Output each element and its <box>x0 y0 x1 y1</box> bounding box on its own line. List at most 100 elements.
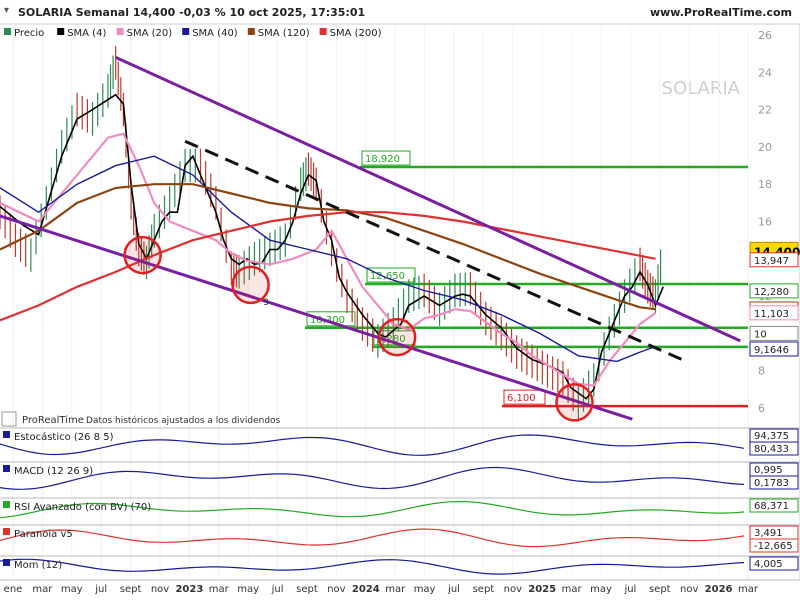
panel-title[interactable]: MACD (12 26 9) <box>14 466 93 477</box>
y-tick-label: 6 <box>758 402 765 415</box>
data-note: Datos históricos ajustados a los dividen… <box>86 415 281 426</box>
price-label-box <box>749 283 799 299</box>
level-label-box <box>366 267 416 283</box>
legend-swatch <box>116 28 124 35</box>
panel-value: 94,375 <box>754 431 789 442</box>
level-label-box <box>361 150 411 166</box>
level-label: 9,280 <box>377 334 406 345</box>
highlight-circle <box>377 317 417 357</box>
price-label: 12,280 <box>754 287 789 298</box>
price-label: 10 <box>754 329 767 340</box>
panel-value-box <box>749 441 799 456</box>
highlight-circle <box>123 235 162 275</box>
panel-value-box <box>749 556 799 571</box>
panel-value: 3,491 <box>754 528 783 539</box>
price-label: 9,1646 <box>754 345 789 356</box>
series-line <box>0 211 656 322</box>
x-tick-label: sept <box>120 584 142 595</box>
x-tick-label: sept <box>296 584 318 595</box>
panel-value: 0,995 <box>754 465 783 476</box>
x-tick-label: nov <box>504 584 522 595</box>
panel-value-box <box>749 475 799 490</box>
level-label-box <box>306 311 356 327</box>
panel-swatch <box>3 559 10 566</box>
y-tick-label: 8 <box>758 365 765 378</box>
level-label: 6,100 <box>507 393 536 404</box>
series-line <box>0 93 664 400</box>
panel-title[interactable]: RSI Avanzado (con BV) (70) <box>14 502 151 513</box>
panel-swatch <box>3 465 10 472</box>
highlight-circle <box>555 383 594 422</box>
legend-item-label[interactable]: SMA (4) <box>67 28 106 39</box>
panel-swatch <box>3 501 10 508</box>
x-tick-label: nov <box>680 584 698 595</box>
x-tick-label: mar <box>209 584 230 595</box>
y-tick-label: 26 <box>758 29 772 42</box>
menu-icon[interactable]: ▾ <box>4 5 10 16</box>
panel-title[interactable]: Paranoia v5 <box>14 529 73 540</box>
brand-label: ProRealTime <box>22 415 84 426</box>
panel-value-box <box>749 498 799 513</box>
x-tick-label: mar <box>738 584 759 595</box>
legend-item-label[interactable]: SMA (200) <box>330 28 382 39</box>
panel-curve <box>0 434 745 456</box>
price-label: 11,103 <box>754 309 789 320</box>
series-line <box>0 155 656 363</box>
panel-value: -12,665 <box>754 541 793 552</box>
series-line <box>0 183 656 311</box>
y-tick-label: 20 <box>758 141 772 154</box>
legend-swatch <box>4 28 11 35</box>
panel-title[interactable]: Mom (12) <box>14 560 62 571</box>
y-tick-label: 16 <box>758 216 772 229</box>
price-label-box <box>749 325 799 341</box>
x-tick-label: jul <box>447 584 460 595</box>
panel-swatch <box>3 528 10 535</box>
x-tick-label: jul <box>623 584 636 595</box>
price-label-box <box>749 305 799 321</box>
legend-item-label[interactable]: SMA (20) <box>127 28 173 39</box>
panel-curve <box>0 558 745 575</box>
price-label-box <box>749 341 799 357</box>
trendline <box>0 214 633 421</box>
legend-item-label[interactable]: Precio <box>14 28 44 39</box>
tools-icon[interactable] <box>1 411 17 427</box>
x-tick-label: nov <box>151 584 169 595</box>
site-url[interactable]: www.ProRealTime.com <box>649 6 792 19</box>
trendline <box>115 56 741 343</box>
y-tick-label: 22 <box>758 104 772 117</box>
legend-item-label[interactable]: SMA (40) <box>192 28 238 39</box>
legend-swatch <box>247 28 255 35</box>
watermark-text: SOLARIA <box>662 78 741 99</box>
panel-value: 0,1783 <box>754 478 789 489</box>
panel-value: 68,371 <box>754 501 789 512</box>
price-label-box <box>749 252 799 268</box>
top-bar: SOLARIA Semanal 14,400 -0,03 % 10 oct 20… <box>0 0 800 24</box>
x-tick-label: mar <box>32 584 53 595</box>
x-tick-label: may <box>590 584 612 595</box>
x-tick-label: may <box>414 584 436 595</box>
trendline <box>184 139 687 363</box>
x-tick-label: 2023 <box>175 584 203 595</box>
legend-item-label[interactable]: SMA (120) <box>258 28 310 39</box>
panel-title[interactable]: Estocástico (26 8 5) <box>14 431 114 443</box>
level-label-box <box>503 389 546 405</box>
legend-swatch <box>319 28 327 35</box>
x-tick-label: sept <box>473 584 495 595</box>
panel-value-box <box>749 538 799 553</box>
level-label: 18,920 <box>365 154 400 165</box>
series-line <box>0 132 657 387</box>
x-tick-label: ene <box>4 584 23 595</box>
panel-curve <box>0 466 745 490</box>
legend-swatch <box>182 28 190 35</box>
x-tick-label: jul <box>94 584 107 595</box>
panel-value: 80,433 <box>754 444 789 455</box>
legend-swatch <box>57 28 65 35</box>
x-tick-label: jul <box>271 584 284 595</box>
annotation-marker: 3 <box>263 298 269 308</box>
x-tick-label: 2026 <box>705 584 733 595</box>
x-tick-label: nov <box>327 584 345 595</box>
panel-curve <box>0 528 745 548</box>
x-tick-label: 2024 <box>352 584 380 595</box>
y-tick-label: 18 <box>758 178 772 191</box>
